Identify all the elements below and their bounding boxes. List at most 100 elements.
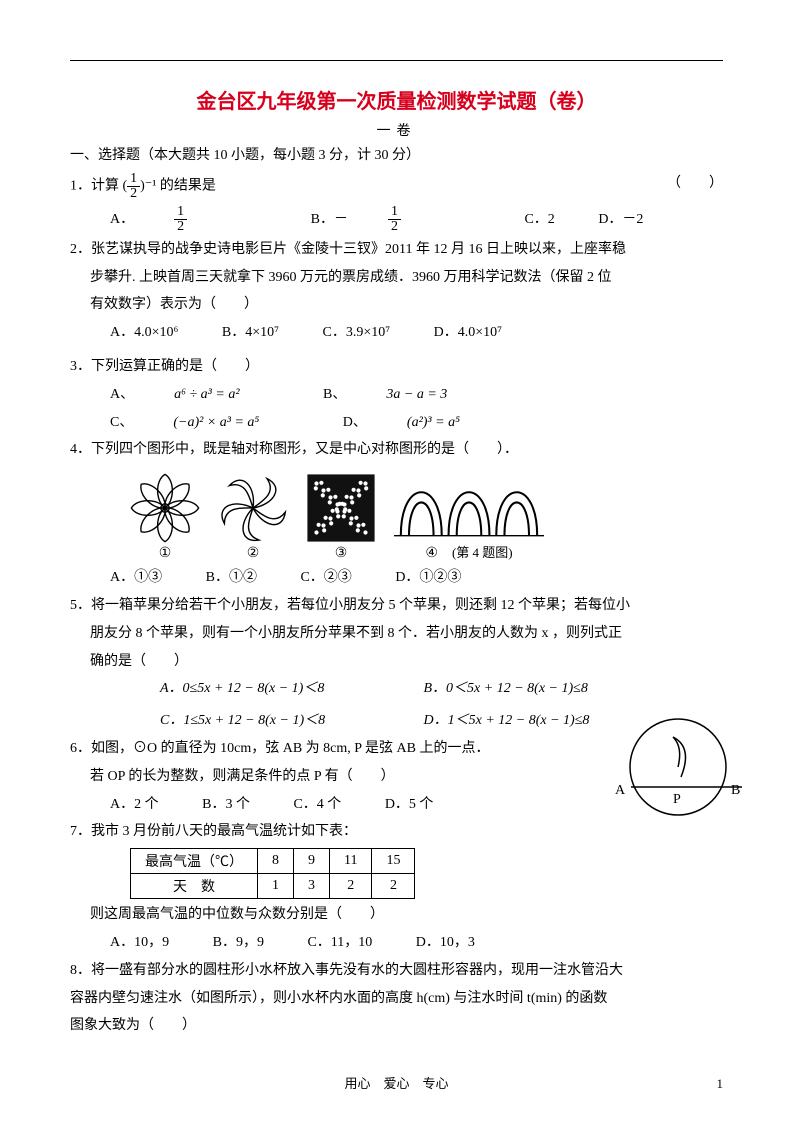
lblC: C、 (110, 411, 133, 435)
q1-optA-label: A． (110, 208, 134, 232)
q1-paren: （ ） (667, 172, 723, 196)
q5-optsAB: A．0≤5x + 12 − 8(x − 1)＜8 B．0＜5x + 12 − 8… (160, 677, 723, 701)
q5-l3: 确的是（ ） (90, 650, 723, 674)
footer-motto: 用心 爱心 专心 (0, 1073, 793, 1092)
q4-optD: D．①②③ (395, 566, 461, 590)
lbl4-num: ④ (425, 546, 438, 561)
q4-lbl3: ③ (306, 545, 376, 562)
lblA: A (615, 783, 626, 798)
q1-pre: 1．计算 ( (70, 179, 127, 194)
q5-optC: C．1≤5x + 12 − 8(x − 1)＜8 (160, 709, 420, 733)
q4-stem: 4．下列四个图形中，既是轴对称图形，又是中心对称图形的是（ ）． (70, 438, 723, 462)
q1-optA: A． 12 (110, 205, 267, 234)
q1-optB-frac: 12 (388, 205, 441, 234)
q4-lbl2: ② (218, 545, 288, 562)
q8-l3: 图象大致为（ ） (70, 1014, 723, 1038)
q2-optA: A．4.0×10⁶ (110, 321, 178, 345)
arches-icon (394, 470, 544, 540)
q1-optB-label: B．－ (311, 208, 348, 232)
q6-optA: A．2 个 (110, 793, 159, 817)
q7-h2: 天 数 (131, 874, 258, 899)
q3-optA: A、a⁶ ÷ a³ = a² (110, 383, 280, 407)
dotted-x-icon (306, 473, 376, 543)
q2-optC: C．3.9×10⁷ (323, 321, 391, 345)
q3-optB: B、3a − a = 3 (323, 383, 487, 407)
q2-optD: D．4.0×10⁷ (434, 321, 502, 345)
q4-figures: ① ② (130, 470, 723, 562)
q6-block: A P B 6．如图，⊙O 的直径为 10cm，弦 AB 为 8cm, P 是弦… (70, 737, 723, 816)
q4-lbl4: ④ (第 4 题图) (394, 542, 544, 562)
q7-optA: A．10，9 (110, 931, 169, 955)
q1-optC: C．2 (524, 208, 554, 232)
q3-optsCD: C、 (−a)² × a³ = a⁵ D、(a²)³ = a⁵ (110, 411, 723, 435)
q3-C-expr: (−a)² × a³ = a⁵ (173, 411, 259, 435)
lblB: B、 (323, 383, 346, 407)
q4-fig1: ① (130, 473, 200, 562)
q7-r1: 3 (294, 874, 330, 899)
q4-note: (第 4 题图) (452, 545, 513, 560)
fden: 2 (174, 220, 187, 234)
q1-frac-num: 1 (127, 172, 140, 187)
table-row: 天 数 1 3 2 2 (131, 874, 415, 899)
q7-options: A．10，9 B．9，9 C．11，10 D．10，3 (110, 931, 723, 955)
fden: 2 (388, 220, 401, 234)
fnum: 1 (388, 205, 401, 220)
fnum: 1 (174, 205, 187, 220)
q7-r2: 2 (330, 874, 372, 899)
q3-optC: C、 (−a)² × a³ = a⁵ (110, 411, 299, 435)
q1-optA-frac: 12 (174, 205, 227, 234)
table-row: 最高气温（℃） 8 9 11 15 (131, 849, 415, 874)
q4-fig3: ③ (306, 473, 376, 562)
q1-optB: B．－ 12 (311, 205, 481, 234)
q7-table: 最高气温（℃） 8 9 11 15 天 数 1 3 2 2 (130, 848, 415, 899)
q1-options: A．12 B．－12 C．2 D．－2 (110, 205, 723, 234)
q3-optsAB: A、a⁶ ÷ a³ = a² B、3a − a = 3 (110, 383, 723, 407)
lblD: D、 (343, 411, 367, 435)
q1-stem: 1．计算 (12)⁻¹ 的结果是 （ ） (70, 172, 723, 201)
q8-l2: 容器内壁匀速注水（如图所示），则小水杯内水面的高度 h(cm) 与注水时间 t(… (70, 987, 723, 1011)
q7-c0: 8 (258, 849, 294, 874)
pinwheel-icon (218, 473, 288, 543)
q1-optD: D．－2 (598, 208, 643, 232)
q7-r3: 2 (372, 874, 415, 899)
q7-c1: 9 (294, 849, 330, 874)
q3-optD: D、(a²)³ = a⁵ (343, 411, 500, 435)
exam-title: 金台区九年级第一次质量检测数学试题（卷） (70, 85, 723, 114)
q7-h1: 最高气温（℃） (131, 849, 258, 874)
q6-optD: D．5 个 (385, 793, 434, 817)
q6-optB: B．3 个 (202, 793, 250, 817)
q7-c3: 15 (372, 849, 415, 874)
page-number: 1 (717, 1076, 724, 1092)
q7-optC: C．11，10 (307, 931, 372, 955)
q5-l2: 朋友分 8 个苹果，则有一个小朋友所分苹果不到 8 个．若小朋友的人数为 x ，… (90, 622, 723, 646)
q3-A-expr: a⁶ ÷ a³ = a² (174, 383, 239, 407)
lblB: B (731, 783, 740, 798)
circle-chord-icon: A P B (603, 717, 743, 827)
q2-l2: 步攀升. 上映首周三天就拿下 3960 万元的票房成绩．3960 万用科学记数法… (90, 266, 723, 290)
q4-fig4: ④ (第 4 题图) (394, 470, 544, 562)
q7-r0: 1 (258, 874, 294, 899)
q1-frac: 12 (127, 172, 140, 201)
q1-frac-den: 2 (127, 187, 140, 201)
q6-optC: C．4 个 (293, 793, 341, 817)
q2-options: A．4.0×10⁶ B．4×10⁷ C．3.9×10⁷ D．4.0×10⁷ (110, 321, 723, 345)
top-rule (70, 60, 723, 61)
flower-icon (130, 473, 200, 543)
q2-optB: B．4×10⁷ (222, 321, 279, 345)
q5-optD: D．1＜5x + 12 − 8(x − 1)≤8 (424, 713, 590, 728)
q5-l1: 5．将一箱苹果分给若干个小朋友，若每位小朋友分 5 个苹果，则还剩 12 个苹果… (70, 594, 723, 618)
q4-fig2: ② (218, 473, 288, 562)
q3-stem: 3．下列运算正确的是（ ） (70, 355, 723, 379)
q8-l1: 8．将一盛有部分水的圆柱形小水杯放入事先没有水的大圆柱形容器内，现用一注水管沿大 (70, 959, 723, 983)
q2-l3: 有效数字）表示为（ ） (90, 293, 723, 317)
q4-optC: C．②③ (300, 566, 351, 590)
q4-optA: A．①③ (110, 566, 162, 590)
q5-optB: B．0＜5x + 12 − 8(x − 1)≤8 (424, 681, 588, 696)
q7-optD: D．10，3 (416, 931, 475, 955)
q4-lbl1: ① (130, 545, 200, 562)
q7-c2: 11 (330, 849, 372, 874)
q2-l1: 2．张艺谋执导的战争史诗电影巨片《金陵十三钗》2011 年 12 月 16 日上… (70, 238, 723, 262)
q4-optB: B．①② (206, 566, 257, 590)
q7-optB: B．9，9 (213, 931, 264, 955)
q5-optA: A．0≤5x + 12 − 8(x − 1)＜8 (160, 677, 420, 701)
